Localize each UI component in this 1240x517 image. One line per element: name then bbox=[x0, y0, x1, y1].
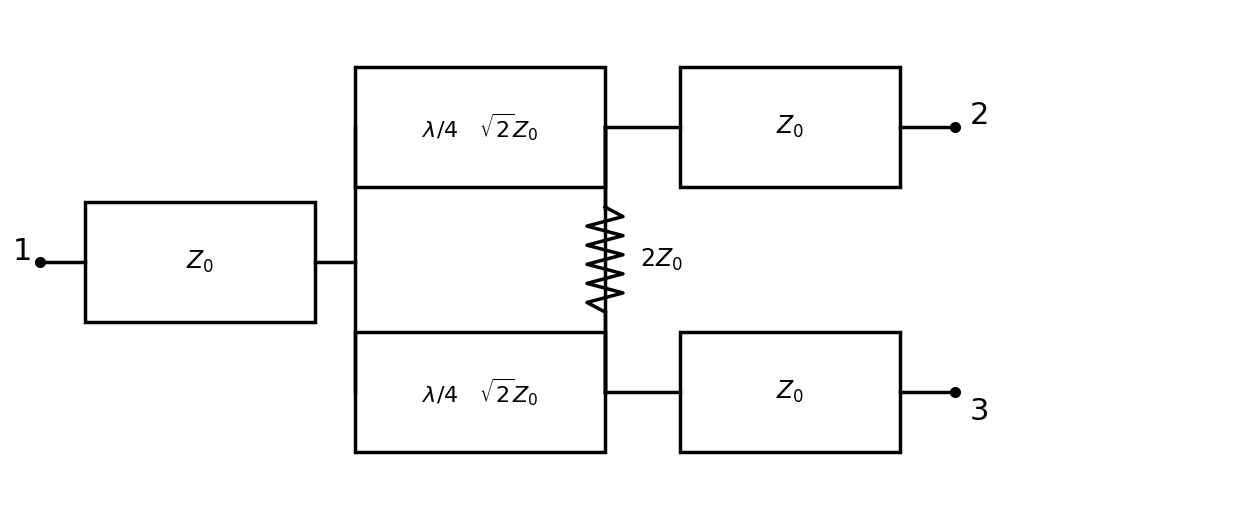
Text: $Z_0$: $Z_0$ bbox=[776, 114, 804, 140]
Bar bbox=[86, 202, 315, 322]
Text: 2: 2 bbox=[970, 100, 990, 129]
Text: $Z_0$: $Z_0$ bbox=[776, 379, 804, 405]
Bar bbox=[355, 332, 605, 452]
Text: 1: 1 bbox=[12, 237, 32, 266]
Bar bbox=[680, 332, 900, 452]
Text: $2Z_0$: $2Z_0$ bbox=[640, 247, 683, 272]
Bar bbox=[355, 67, 605, 187]
Text: $\lambda/4\quad\sqrt{2}Z_0$: $\lambda/4\quad\sqrt{2}Z_0$ bbox=[422, 111, 538, 143]
Bar bbox=[680, 67, 900, 187]
Text: $Z_0$: $Z_0$ bbox=[186, 249, 215, 275]
Text: $\lambda/4\quad\sqrt{2}Z_0$: $\lambda/4\quad\sqrt{2}Z_0$ bbox=[422, 376, 538, 408]
Text: 3: 3 bbox=[970, 398, 990, 427]
